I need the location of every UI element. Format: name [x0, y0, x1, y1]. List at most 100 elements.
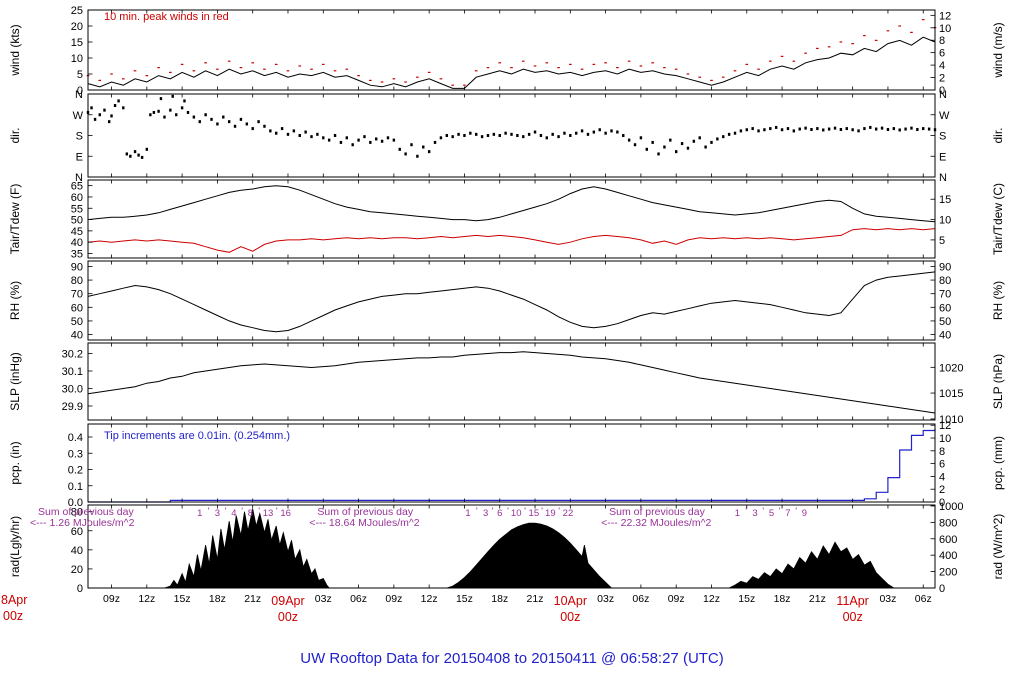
ytick-right-label: 10 — [939, 433, 951, 445]
axis-label-left-temp: Tair/Tdew (F) — [8, 184, 22, 255]
wind-direction-dots — [159, 97, 163, 101]
xtick-label: 21z — [527, 593, 544, 605]
wind-direction-dots — [145, 147, 149, 151]
ytick-left-label: N — [75, 172, 83, 184]
ytick-right-label: 70 — [939, 289, 951, 301]
ytick-right-label: N — [939, 172, 947, 184]
wind-direction-dots — [827, 127, 831, 131]
wind-direction-dots — [457, 132, 460, 136]
wind-direction-dots — [857, 129, 860, 133]
wind-direction-dots — [645, 147, 648, 151]
rad-hour-tick: ' — [276, 506, 278, 517]
wind-direction-dots — [575, 131, 578, 135]
wind-direction-dots — [480, 135, 484, 139]
wind-direction-dots — [171, 94, 174, 98]
wind-direction-dots — [486, 134, 490, 137]
rad-hour-mark: 3 — [483, 508, 488, 519]
ytick-right-label: 10 — [939, 215, 951, 227]
wind-direction-dots — [157, 109, 160, 113]
rad-sum-line1: Sum of previous day — [317, 506, 414, 518]
rad-hour-mark: 15 — [529, 508, 540, 519]
wind-direction-dots — [816, 127, 819, 131]
wind-direction-dots — [280, 127, 284, 131]
ytick-left-label: 40 — [71, 545, 83, 557]
rad-hour-mark: 19 — [545, 508, 556, 519]
ytick-right-label: 60 — [939, 302, 951, 314]
ytick-left-label: 60 — [71, 526, 83, 538]
wind-direction-dots — [416, 154, 419, 158]
wind-direction-dots — [263, 124, 266, 128]
wind-direction-dots — [345, 136, 349, 140]
rad-hour-mark: 6 — [497, 508, 502, 519]
wind-direction-dots — [874, 127, 878, 131]
wind-direction-dots — [369, 140, 372, 144]
rad-hour-mark: 10 — [511, 508, 522, 519]
ytick-left-label: 30.1 — [62, 366, 83, 378]
ytick-right-label: 5 — [939, 235, 945, 247]
rad-sum-line2: <--- 1.26 MJoules/m^2 — [30, 517, 135, 529]
wind-direction-dots — [745, 128, 748, 132]
ytick-right-label: 0 — [939, 583, 945, 595]
xtick-label: 12z — [703, 593, 720, 605]
ytick-left-label: 60 — [71, 302, 83, 314]
wind-direction-dots — [133, 150, 137, 154]
xtick-label: 12z — [138, 593, 155, 605]
wind-direction-dots — [129, 154, 132, 158]
wind-direction-dots — [910, 126, 913, 130]
ytick-left-label: 60 — [71, 192, 83, 204]
xdate-label: 00z — [278, 610, 298, 624]
wind-direction-dots — [669, 138, 672, 142]
wind-direction-dots — [704, 145, 707, 149]
wind-direction-dots — [275, 131, 278, 135]
wind-direction-dots — [439, 136, 443, 140]
rad-hour-tick: ' — [745, 506, 747, 517]
ytick-right-label: 1010 — [939, 414, 963, 426]
ytick-left-label: 0.4 — [68, 432, 83, 444]
wind-direction-dots — [863, 127, 866, 131]
rad-hour-tick: ' — [558, 506, 560, 517]
wind-direction-dots — [333, 134, 337, 137]
wind-direction-dots — [169, 108, 172, 112]
xtick-label: 09z — [103, 593, 120, 605]
ytick-right-label: 15 — [939, 194, 951, 206]
wind-direction-dots — [239, 117, 243, 121]
wind-direction-dots — [152, 110, 156, 114]
rad-hour-tick: ' — [258, 506, 260, 517]
xtick-label: 21z — [809, 593, 826, 605]
ytick-left-label: 50 — [71, 316, 83, 328]
wind-direction-dots — [298, 134, 301, 137]
wind-direction-dots — [233, 124, 237, 128]
rad-hour-mark: 22 — [563, 508, 574, 519]
wind-direction-dots — [175, 113, 178, 117]
solar-radiation-day2 — [446, 522, 613, 589]
xtick-label: 09z — [668, 593, 685, 605]
rad-hour-mark: 1 — [465, 508, 470, 519]
rad-hour-tick: ' — [524, 506, 526, 517]
ytick-left-label: 30.2 — [62, 349, 83, 361]
wind-direction-dots — [869, 125, 872, 129]
ytick-left-label: 15 — [71, 37, 83, 49]
wind-direction-dots — [592, 130, 596, 134]
xtick-label: 06z — [632, 593, 649, 605]
axis-label-left-wind: wind (kts) — [8, 24, 22, 76]
ytick-left-label: 30.0 — [62, 384, 83, 396]
wind-direction-dots — [183, 99, 186, 103]
wind-direction-dots — [804, 126, 807, 130]
wind-speed-line — [87, 36, 936, 89]
wind-direction-dots — [363, 135, 366, 139]
wind-direction-dots — [310, 135, 313, 139]
wind-direction-dots — [180, 106, 184, 110]
rad-hour-mark: 1 — [197, 508, 202, 519]
wind-direction-dots — [380, 139, 384, 143]
wind-direction-dots — [198, 120, 201, 124]
wind-direction-dots — [117, 99, 120, 103]
rad-sum-line1: Sum of previous day — [609, 506, 705, 518]
axis-label-right-rad: rad (W/m^2) — [991, 514, 1005, 580]
axis-label-right-slp: SLP (hPa) — [991, 354, 1005, 409]
ytick-right-label: 8 — [939, 35, 945, 47]
rad-hour-mark: 4 — [231, 508, 236, 519]
ytick-left-label: 65 — [71, 181, 83, 193]
wind-direction-dots — [633, 143, 637, 147]
